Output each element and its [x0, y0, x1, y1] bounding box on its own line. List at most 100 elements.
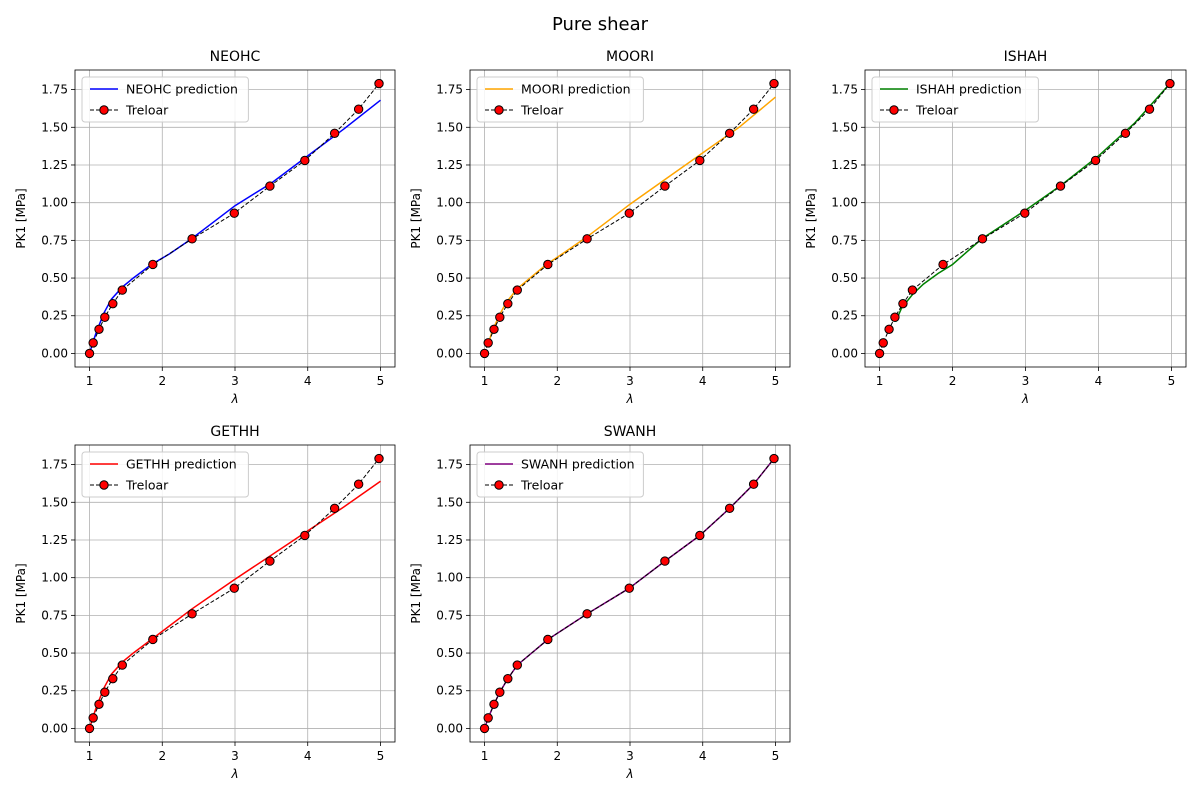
data-point [489, 699, 499, 710]
chart-panel-neohc: 1 2 3 4 5 0.00 0.25 0.50 0.75 1.00 1.25 1.50 1.75 NEO… [14, 49, 396, 406]
data-point [479, 348, 490, 359]
legend-label: GETHH prediction [126, 457, 237, 472]
x-tick-label: 5 [772, 749, 780, 763]
data-point [907, 285, 918, 295]
x-tick-label: 4 [304, 749, 312, 763]
y-tick-label: 0.50 [436, 271, 463, 285]
data-point [84, 348, 95, 359]
data-point [660, 181, 670, 191]
x-tick-label: 1 [876, 374, 884, 388]
y-tick-label: 0.25 [831, 309, 858, 323]
data-point [624, 583, 634, 593]
legend-box [81, 76, 249, 123]
y-tick-label: 1.00 [41, 571, 68, 585]
legend-marker [494, 480, 504, 490]
figure-title: Pure shear [552, 14, 649, 35]
legend-label: Treloar [125, 103, 169, 118]
axes-frame [74, 444, 396, 743]
data-point [890, 312, 900, 322]
x-tick-label: 2 [949, 374, 957, 388]
data-point [503, 298, 513, 309]
data-point [108, 673, 118, 684]
legend-box [871, 76, 1039, 123]
series-line-treloar [89, 458, 380, 729]
y-tick-label: 1.50 [41, 120, 68, 134]
legend: NEOHC prediction Treloar [81, 76, 249, 123]
y-tick-label: 0.75 [41, 608, 68, 622]
data-point [479, 723, 490, 734]
data-point [117, 660, 127, 670]
legend-label: MOORI prediction [521, 82, 631, 97]
series-line-treloar [484, 458, 775, 729]
data-point [94, 699, 104, 710]
x-tick-label: 4 [304, 374, 312, 388]
series-line-prediction [487, 96, 776, 345]
data-point [329, 128, 340, 139]
y-tick-label: 0.00 [436, 346, 463, 360]
x-tick-label: 1 [481, 749, 489, 763]
y-tick-label: 0.00 [436, 721, 463, 735]
y-tick-label: 1.00 [831, 196, 858, 210]
data-point [748, 479, 759, 489]
data-point [1144, 104, 1155, 114]
series-line-prediction [88, 480, 381, 729]
y-tick-label: 1.25 [831, 158, 858, 172]
x-tick-label: 2 [158, 374, 166, 388]
y-tick-label: 1.50 [41, 495, 68, 509]
y-tick-label: 1.00 [41, 196, 68, 210]
data-point [695, 155, 705, 166]
data-point [265, 181, 275, 191]
data-point [229, 208, 239, 218]
data-point [374, 453, 384, 464]
data-point [874, 348, 885, 359]
data-point [495, 687, 505, 697]
data-point [94, 324, 104, 335]
legend-marker [99, 105, 109, 115]
x-tick-label: 1 [481, 374, 489, 388]
data-point [624, 208, 634, 218]
data-point [724, 128, 735, 139]
y-tick-label: 1.25 [436, 158, 463, 172]
x-axis-label: λ [230, 392, 238, 406]
y-tick-label: 1.75 [436, 458, 463, 472]
legend: MOORI prediction Treloar [476, 76, 644, 123]
legend: ISHAH prediction Treloar [871, 76, 1039, 123]
data-point [660, 556, 670, 566]
legend-label: NEOHC prediction [126, 82, 238, 97]
legend-label: Treloar [520, 103, 564, 118]
chart-title: NEOHC [210, 49, 261, 65]
data-point [374, 78, 384, 89]
axes-frame [864, 69, 1187, 368]
data-point [724, 503, 735, 514]
data-point [148, 259, 158, 270]
x-tick-label: 4 [699, 374, 707, 388]
y-tick-label: 0.25 [436, 309, 463, 323]
legend-label: Treloar [125, 478, 169, 493]
data-point [1020, 208, 1030, 218]
y-tick-label: 0.25 [41, 684, 68, 698]
y-tick-label: 0.00 [41, 721, 68, 735]
legend-box [476, 76, 644, 123]
legend-label: Treloar [915, 103, 959, 118]
y-tick-label: 1.50 [436, 495, 463, 509]
y-tick-label: 1.50 [436, 120, 463, 134]
chart-panel-gethh: 1 2 3 4 5 0.00 0.25 0.50 0.75 1.00 1.25 1.50 1.75 GET… [14, 424, 396, 781]
data-point [512, 285, 522, 295]
data-point [769, 453, 779, 464]
x-tick-label: 5 [377, 374, 385, 388]
y-tick-label: 0.75 [41, 233, 68, 247]
x-tick-label: 5 [1168, 374, 1176, 388]
x-axis-label: λ [1021, 392, 1029, 406]
series-group [484, 83, 776, 354]
y-tick-label: 0.50 [41, 271, 68, 285]
y-axis-label: PK1 [MPa] [14, 563, 28, 623]
y-tick-label: 0.50 [41, 646, 68, 660]
chart-title: GETHH [210, 424, 259, 440]
y-tick-label: 0.25 [41, 309, 68, 323]
x-tick-label: 2 [158, 749, 166, 763]
series-line-treloar [89, 83, 380, 354]
y-tick-label: 1.25 [41, 533, 68, 547]
y-tick-label: 0.75 [831, 233, 858, 247]
y-axis-label: PK1 [MPa] [409, 563, 423, 623]
